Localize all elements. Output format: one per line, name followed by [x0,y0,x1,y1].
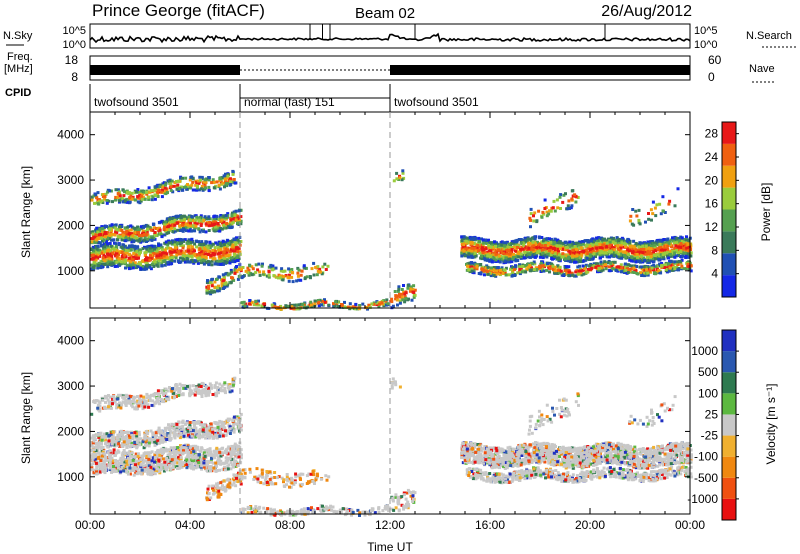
y-tick-label: 2000 [57,424,84,438]
power-colorbar-label: Power [dB] [759,183,773,242]
velocity-colorbar-swatch [722,435,736,457]
power-colorbar-swatch [722,253,736,276]
velocity-colorbar-tick: -25 [701,429,719,443]
noise-left-bottom-tick: 10^0 [62,39,86,51]
power-colorbar: 4 8 12 16 20 24 28 [705,121,739,298]
nave-tick-0: 0 [708,70,715,84]
cpid-row: twofsound 3501 normal (fast) 151 twofsound… [89,84,479,112]
nave-label: Nave [749,63,775,75]
velocity-panel: 1000 2000 3000 4000 00:00 04:00 08:00 12:00 16:0… [19,317,705,554]
freq-tick-18: 18 [65,53,79,67]
velocity-colorbar-tick: 100 [698,386,718,400]
frequency-bars [90,65,690,75]
cpid-segment-label: twofsound 3501 [94,95,179,109]
x-tick-label: 16:00 [475,518,505,532]
noise-panel: 10^5 10^0 10^5 10^0 [62,23,718,51]
cpid-segment-label: twofsound 3501 [394,95,479,109]
power-data [90,169,693,311]
velocity-colorbar: 1000 500 100 25 -25 -100 -500 -1000 [687,329,739,521]
x-tick-label: 12:00 [375,518,405,532]
y-tick-label: 2000 [57,218,84,232]
velocity-colorbar-tick: -100 [694,450,718,464]
freq-tick-8: 8 [71,70,78,84]
noise-left-top-tick: 10^5 [62,25,86,37]
power-colorbar-swatch [722,122,736,144]
noise-trace [89,24,691,44]
velocity-axes: 1000 2000 3000 4000 00:00 04:00 08:00 12:00 16:0… [57,318,705,532]
power-ylabel: Slant Range [km] [19,166,33,258]
nave-tick-60: 60 [708,53,722,67]
y-tick-label: 1000 [57,470,84,484]
freq-unit-label: [MHz] [4,63,33,75]
velocity-colorbar-tick: 500 [698,365,718,379]
power-panel: 1000 2000 3000 4000 Slant Range [km] [19,111,693,311]
velocity-colorbar-swatch [722,456,736,478]
cpid-segment-label: normal (fast) 151 [244,95,335,109]
power-colorbar-swatch [722,143,736,166]
velocity-colorbar-tick: 1000 [691,344,718,358]
power-colorbar-tick: 28 [705,127,719,141]
power-colorbar-swatch [722,275,736,297]
x-tick-label: 00:00 [675,518,705,532]
station-title: Prince George (fitACF) [92,1,265,20]
velocity-colorbar-tick: 25 [705,407,719,421]
y-tick-label: 4000 [57,128,84,142]
velocity-colorbar-swatch [722,330,736,352]
velocity-colorbar-swatch [722,414,736,436]
power-colorbar-tick: 12 [705,220,719,234]
y-tick-label: 4000 [57,334,84,348]
y-tick-label: 3000 [57,379,84,393]
power-colorbar-swatch [722,209,736,232]
x-tick-label: 00:00 [75,518,105,532]
velocity-colorbar-swatch [722,372,736,394]
nsearch-label: N.Search [746,30,792,42]
velocity-ylabel: Slant Range [km] [19,372,33,464]
velocity-colorbar-swatch [722,351,736,373]
noise-right-bottom-tick: 10^0 [694,39,718,51]
nsky-label: N.Sky [3,30,33,42]
x-tick-label: 08:00 [275,518,305,532]
power-colorbar-tick: 20 [705,173,719,187]
noise-right-top-tick: 10^5 [694,25,718,37]
y-tick-label: 1000 [57,264,84,278]
cpid-label: CPID [5,87,31,99]
beam-title: Beam 02 [355,5,415,22]
date-title: 26/Aug/2012 [601,3,692,20]
power-colorbar-tick: 24 [705,150,719,164]
time-axis-label: Time UT [367,540,413,554]
x-tick-label: 04:00 [175,518,205,532]
frequency-panel: 18 8 60 0 [65,53,722,84]
velocity-data [90,376,693,517]
power-colorbar-tick: 4 [711,267,718,281]
power-colorbar-tick: 8 [711,243,718,257]
power-colorbar-swatch [722,231,736,254]
power-axes: 1000 2000 3000 4000 [57,112,691,308]
velocity-colorbar-tick: -1000 [687,492,718,506]
velocity-colorbar-swatch [722,477,736,499]
power-colorbar-swatch [722,165,736,188]
velocity-colorbar-tick: -500 [694,471,718,485]
velocity-colorbar-swatch [722,498,736,520]
velocity-colorbar-swatch [722,393,736,415]
power-colorbar-swatch [722,187,736,210]
power-colorbar-tick: 16 [705,197,719,211]
y-tick-label: 3000 [57,173,84,187]
x-tick-label: 20:00 [575,518,605,532]
freq-label: Freq. [7,51,33,63]
velocity-colorbar-label: Velocity [m s⁻¹] [764,383,778,464]
